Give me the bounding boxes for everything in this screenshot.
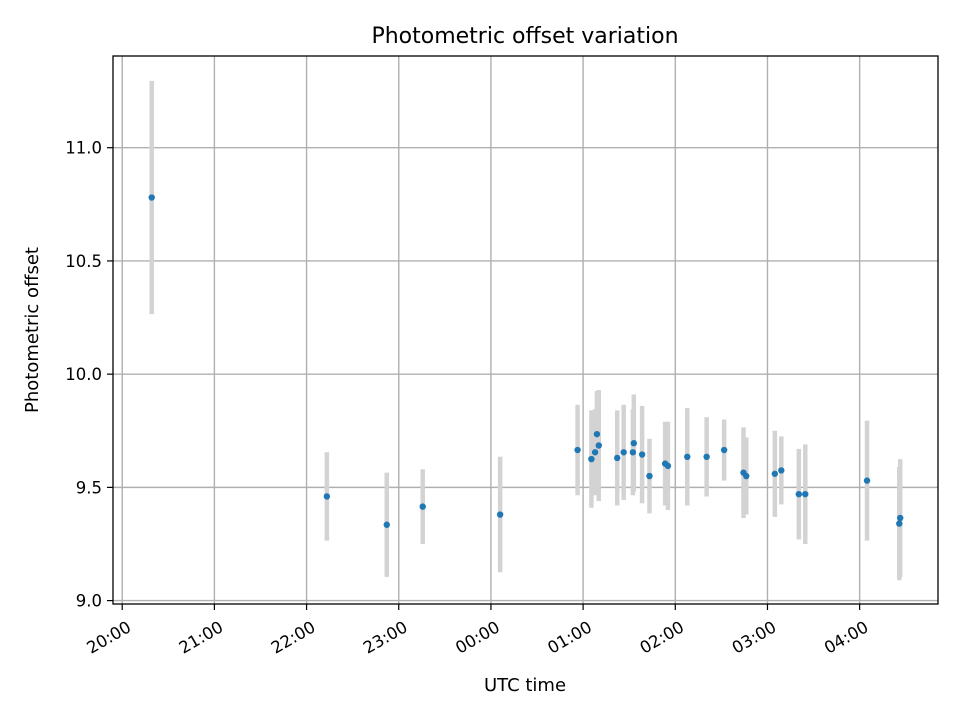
data-point <box>795 490 803 498</box>
data-point <box>720 446 728 454</box>
data-point <box>703 453 710 461</box>
data-point <box>419 503 426 510</box>
data-point <box>802 490 809 498</box>
y-axis-label: Photometric offset <box>22 247 43 413</box>
x-axis-label: UTC time <box>484 675 566 696</box>
x-tick-label: 21:00 <box>176 617 227 657</box>
data-point <box>778 467 785 474</box>
data-point <box>771 470 779 477</box>
data-point <box>595 442 602 449</box>
data-points <box>148 194 904 528</box>
data-point <box>646 472 653 480</box>
plot-frame <box>112 55 939 605</box>
x-tick-label: 00:00 <box>452 617 503 657</box>
data-point <box>591 449 599 456</box>
data-point <box>743 472 750 480</box>
data-point <box>897 514 904 522</box>
data-point <box>496 511 504 518</box>
grid <box>113 56 938 604</box>
data-point <box>620 449 627 456</box>
data-point <box>896 520 903 527</box>
data-point <box>863 477 871 484</box>
data-point <box>664 462 672 470</box>
data-point <box>323 493 331 500</box>
data-point <box>574 446 581 454</box>
data-point <box>588 455 595 463</box>
x-tick-label: 23:00 <box>360 617 411 657</box>
x-tick-label: 03:00 <box>729 617 780 657</box>
y-tick-label: 9.5 <box>76 478 102 497</box>
data-point <box>638 451 646 458</box>
plot-background <box>113 56 938 604</box>
y-tick-label: 10.0 <box>65 365 102 384</box>
data-point <box>148 194 155 201</box>
data-point <box>614 454 621 462</box>
y-tick-label: 9.0 <box>76 592 102 611</box>
x-tick-label: 01:00 <box>544 617 595 657</box>
x-tick-label: 22:00 <box>268 617 319 657</box>
data-point <box>383 521 390 528</box>
chart-title: Photometric offset variation <box>371 24 678 49</box>
y-tick-label: 11.0 <box>65 139 102 158</box>
data-point <box>684 453 691 461</box>
data-point <box>629 449 637 456</box>
y-tick-label: 10.5 <box>65 252 102 271</box>
x-tick-label: 04:00 <box>821 617 872 657</box>
x-tick-label: 02:00 <box>637 617 688 657</box>
x-tick-label: 20:00 <box>84 617 135 657</box>
data-point <box>593 430 601 438</box>
data-point <box>630 440 638 447</box>
